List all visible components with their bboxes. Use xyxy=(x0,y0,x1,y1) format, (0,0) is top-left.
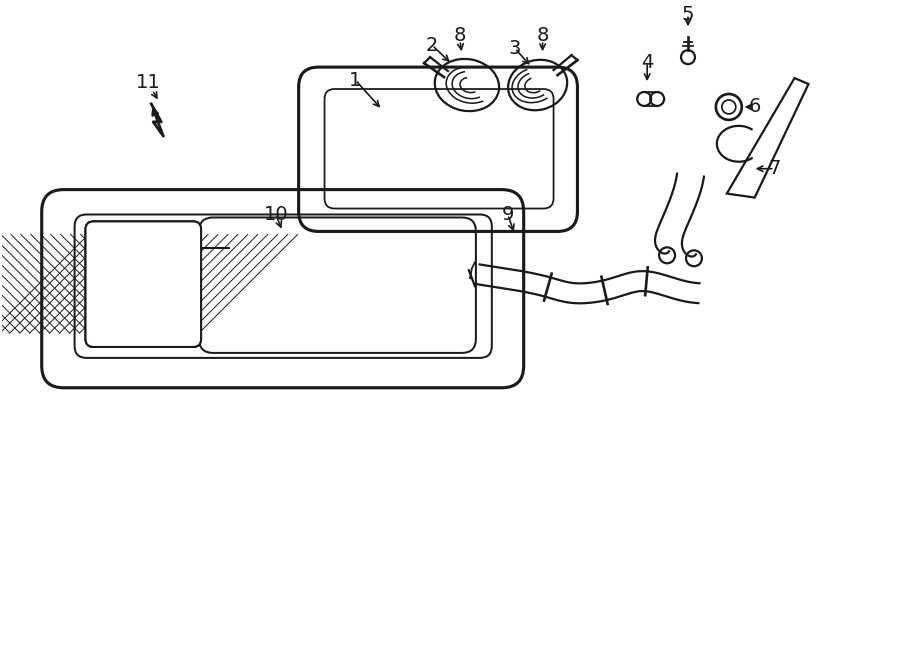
Text: 10: 10 xyxy=(264,205,288,224)
Text: 11: 11 xyxy=(136,73,160,91)
FancyBboxPatch shape xyxy=(86,221,201,347)
Text: 8: 8 xyxy=(536,26,549,45)
Text: 4: 4 xyxy=(641,53,653,71)
Text: 9: 9 xyxy=(501,205,514,224)
Text: 2: 2 xyxy=(426,36,438,55)
Text: 1: 1 xyxy=(349,71,362,89)
Text: 3: 3 xyxy=(508,39,521,58)
Text: 7: 7 xyxy=(769,159,781,178)
Text: 5: 5 xyxy=(681,5,694,24)
Text: 6: 6 xyxy=(749,97,760,116)
Text: 8: 8 xyxy=(454,26,466,45)
